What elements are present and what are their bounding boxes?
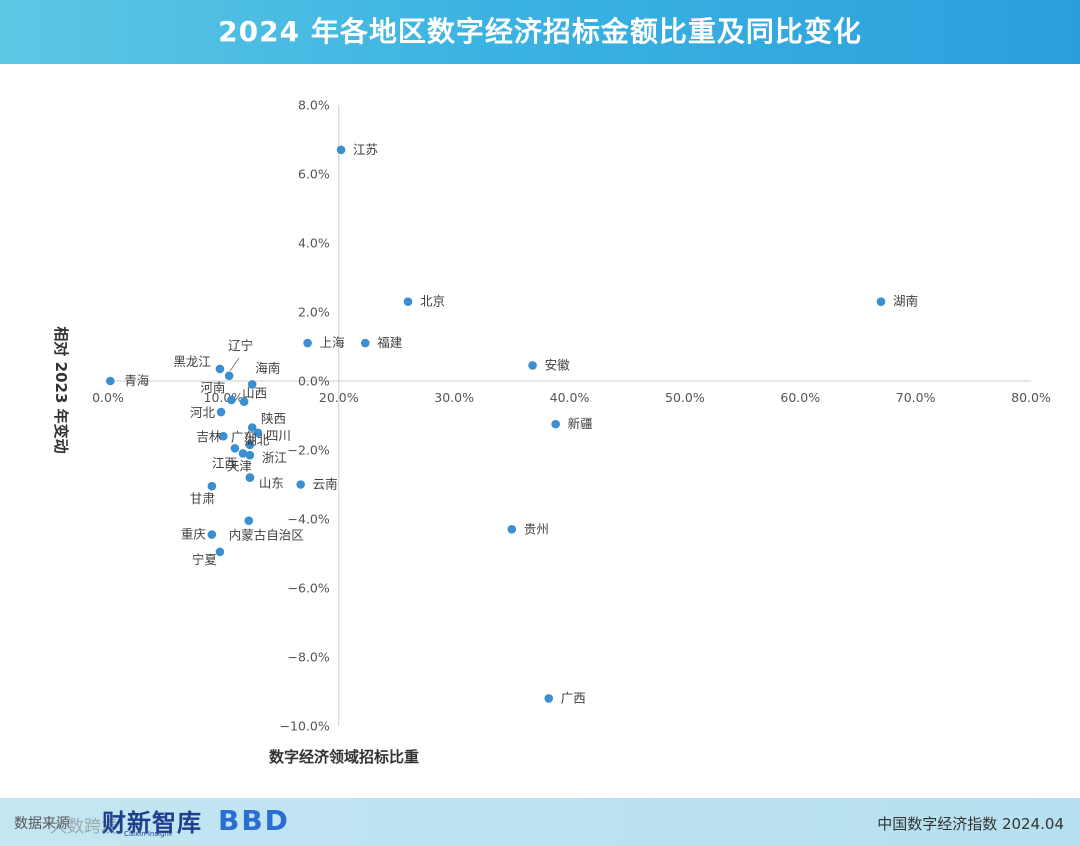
y-tick-label: 0.0% [298, 374, 330, 389]
y-tick-label: −2.0% [288, 443, 330, 458]
data-point [239, 397, 249, 407]
data-point [227, 395, 236, 405]
data-point [106, 376, 115, 386]
data-point [219, 431, 228, 441]
data-label: 云南 [313, 477, 338, 492]
data-label: 河北 [190, 405, 216, 420]
data-label: 广东 [231, 429, 256, 444]
data-label: 湖南 [893, 294, 918, 309]
data-point [245, 450, 255, 460]
data-label: 甘肃 [190, 491, 215, 506]
y-tick-label: 8.0% [298, 98, 330, 113]
data-label: 新疆 [568, 416, 593, 431]
y-tick-label: −10.0% [280, 719, 330, 734]
data-label: 辽宁 [228, 338, 253, 353]
caixin-logo: 财新智库 [102, 808, 202, 837]
x-tick-label: 50.0% [665, 390, 705, 405]
data-label: 北京 [420, 294, 445, 309]
y-tick-label: 2.0% [298, 305, 330, 320]
x-tick-label: 70.0% [896, 390, 936, 405]
y-tick-label: −6.0% [288, 581, 330, 596]
label-leader-line [229, 357, 240, 372]
data-label: 宁夏 [192, 552, 218, 567]
data-point [224, 371, 234, 381]
data-point [360, 338, 370, 348]
bbd-logo: BBD [218, 804, 290, 837]
data-label: 天津 [227, 459, 252, 474]
data-point [245, 440, 255, 450]
data-point [303, 338, 312, 348]
data-label: 上海 [320, 335, 346, 350]
caixin-logo-subtitle: Caixin Insight [124, 830, 172, 838]
data-point [207, 530, 217, 539]
data-point [238, 449, 248, 458]
data-point [244, 516, 254, 526]
data-point [253, 428, 263, 438]
index-date-label: 中国数字经济指数 2024.04 [877, 815, 1064, 833]
data-point [247, 423, 257, 432]
y-tick-label: 4.0% [298, 236, 330, 251]
data-point [215, 547, 225, 557]
data-label: 陕西 [261, 411, 286, 426]
y-tick-label: −8.0% [288, 650, 330, 665]
x-tick-label: 40.0% [550, 390, 590, 405]
data-point [230, 443, 240, 453]
data-label: 黑龙江 [173, 354, 211, 369]
data-label: 青海 [124, 373, 150, 388]
data-point [245, 473, 255, 482]
data-point [247, 380, 257, 389]
footer-bar: 数据来源 大数跨境 财新智库 Caixin Insight BBD 中国数字经济… [0, 798, 1080, 846]
header-bar: 2024 年各地区数字经济招标金额比重及同比变化 [0, 0, 1080, 64]
data-label: 山东 [259, 476, 284, 491]
x-tick-label: 30.0% [434, 390, 474, 405]
data-label: 浙江 [262, 450, 287, 465]
data-label: 江苏 [353, 142, 378, 157]
data-label: 山西 [242, 386, 267, 401]
x-tick-label: 0.0% [92, 390, 124, 405]
data-label: 贵州 [524, 521, 549, 536]
y-tick-label: −4.0% [288, 512, 330, 527]
data-label: 江西 [212, 455, 237, 470]
data-point [507, 525, 517, 534]
data-label: 四川 [266, 428, 291, 443]
y-tick-label: 6.0% [298, 167, 330, 182]
data-point [876, 297, 886, 306]
data-label: 重庆 [181, 527, 207, 542]
source-label: 数据来源 [14, 816, 70, 832]
x-tick-label: 80.0% [1011, 390, 1051, 405]
data-point [296, 480, 305, 489]
data-point [215, 364, 225, 374]
x-axis-title: 数字经济领域招标比重 [269, 748, 419, 766]
scatter-chart: 0.0% 10.0% 20.0% 30.0% 40.0% 50.0% 60.0% 70.0% 8… [52, 98, 1051, 767]
data-point [551, 419, 560, 429]
data-label: 湖北 [244, 433, 270, 448]
data-label: 吉林 [196, 429, 222, 444]
data-label: 广西 [561, 690, 586, 705]
data-point [544, 694, 554, 703]
data-point [528, 361, 537, 370]
data-point [336, 145, 346, 155]
data-label: 海南 [255, 360, 280, 375]
data-label: 内蒙古自治区 [229, 528, 304, 543]
watermark-text: 大数跨境 [50, 817, 118, 837]
data-label: 河南 [200, 380, 225, 395]
x-tick-label: 60.0% [780, 390, 820, 405]
data-point [403, 297, 413, 306]
data-label: 安徽 [545, 357, 571, 372]
data-label: 福建 [377, 335, 403, 350]
y-axis-title: 相对 2023 年变动 [52, 326, 70, 453]
x-tick-label: 20.0% [319, 390, 359, 405]
data-point [207, 481, 217, 491]
page-title: 2024 年各地区数字经济招标金额比重及同比变化 [218, 15, 862, 48]
data-point [216, 407, 226, 417]
